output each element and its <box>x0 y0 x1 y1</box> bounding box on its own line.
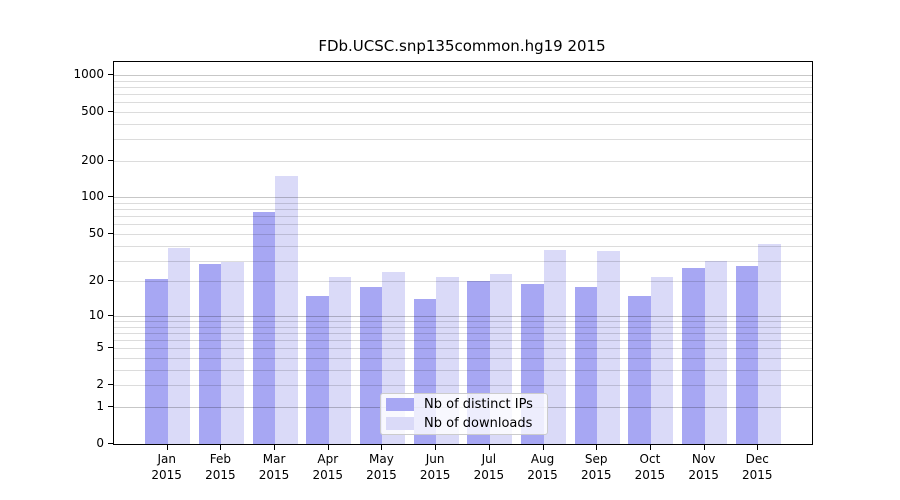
x-tick-dec <box>757 445 759 450</box>
y-tick-label-20: 20 <box>88 273 104 288</box>
x-tick-jan <box>166 445 168 450</box>
bar-jan-ips <box>145 278 168 444</box>
bar-may-ips <box>359 286 383 444</box>
bar-feb-ips <box>198 264 222 444</box>
x-tick-label-may: May 2015 <box>366 452 397 482</box>
y-tick-500 <box>108 110 113 112</box>
legend-item-downloads: Nb of downloads <box>386 416 541 431</box>
x-tick-label-mar: Mar 2015 <box>258 452 290 482</box>
x-tick-nov <box>703 445 705 450</box>
legend: Nb of distinct IPs Nb of downloads <box>380 393 548 435</box>
x-tick-oct <box>649 445 651 450</box>
bar-sep-ips <box>574 286 598 444</box>
bar-apr-ips <box>306 295 329 444</box>
y-tick-label-1: 1 <box>96 398 104 413</box>
x-tick-sep <box>596 445 598 450</box>
x-tick-jul <box>488 445 490 450</box>
x-tick-jun <box>435 445 437 450</box>
y-tick-1 <box>108 405 113 407</box>
y-tick-label-50: 50 <box>88 225 104 240</box>
bar-nov-ips <box>682 267 705 444</box>
y-tick-100 <box>108 196 113 198</box>
x-tick-label-jul: Jul 2015 <box>473 452 505 482</box>
x-tick-label-jan: Jan 2015 <box>151 452 182 482</box>
y-tick-5 <box>108 347 113 349</box>
x-tick-feb <box>220 445 222 450</box>
bar-apr-downloads <box>328 276 352 444</box>
chart-title: FDb.UCSC.snp135common.hg19 2015 <box>318 37 606 55</box>
y-tick-2 <box>108 384 113 386</box>
bar-dec-downloads <box>758 244 781 444</box>
legend-swatch-downloads <box>386 417 414 430</box>
y-tick-label-2: 2 <box>96 377 104 392</box>
y-tick-200 <box>108 159 113 161</box>
x-tick-label-jun: Jun 2015 <box>419 452 451 482</box>
x-tick-may <box>381 445 383 450</box>
x-tick-label-apr: Apr 2015 <box>312 452 344 482</box>
y-tick-label-1000: 1000 <box>73 66 104 81</box>
y-tick-label-500: 500 <box>81 103 104 118</box>
bar-mar-ips <box>252 211 276 444</box>
x-tick-label-oct: Oct 2015 <box>634 452 666 482</box>
x-tick-label-feb: Feb 2015 <box>205 452 236 482</box>
bar-dec-ips <box>735 266 759 444</box>
legend-swatch-distinct-ips <box>386 398 414 411</box>
legend-label-downloads: Nb of downloads <box>424 416 533 431</box>
x-tick-aug <box>542 445 544 450</box>
y-tick-20 <box>108 280 113 282</box>
x-tick-apr <box>327 445 329 450</box>
bar-mar-downloads <box>275 176 298 444</box>
y-tick-10 <box>108 314 113 316</box>
legend-item-distinct-ips: Nb of distinct IPs <box>386 397 541 412</box>
x-tick-label-sep: Sep 2015 <box>580 452 612 482</box>
y-tick-1000 <box>108 73 113 75</box>
y-tick-0 <box>108 443 113 444</box>
bar-oct-ips <box>628 295 651 444</box>
x-tick-label-aug: Aug 2015 <box>527 452 558 482</box>
y-tick-label-10: 10 <box>88 307 104 322</box>
x-tick-mar <box>274 445 276 450</box>
bar-oct-downloads <box>650 276 674 444</box>
y-tick-label-5: 5 <box>96 340 104 355</box>
bar-aug-downloads <box>543 249 567 444</box>
y-tick-50 <box>108 232 113 234</box>
plot-area: Nb of distinct IPs Nb of downloads <box>113 61 813 445</box>
bars-layer <box>114 62 812 444</box>
y-tick-label-200: 200 <box>81 152 104 167</box>
y-tick-label-0: 0 <box>96 436 104 450</box>
legend-label-distinct-ips: Nb of distinct IPs <box>424 397 533 412</box>
bar-sep-downloads <box>597 251 620 444</box>
bar-jan-downloads <box>167 248 191 444</box>
x-tick-label-dec: Dec 2015 <box>742 452 773 482</box>
bar-nov-downloads <box>704 260 728 444</box>
x-tick-label-nov: Nov 2015 <box>688 452 719 482</box>
bar-feb-downloads <box>221 262 244 444</box>
y-tick-label-100: 100 <box>81 189 104 204</box>
